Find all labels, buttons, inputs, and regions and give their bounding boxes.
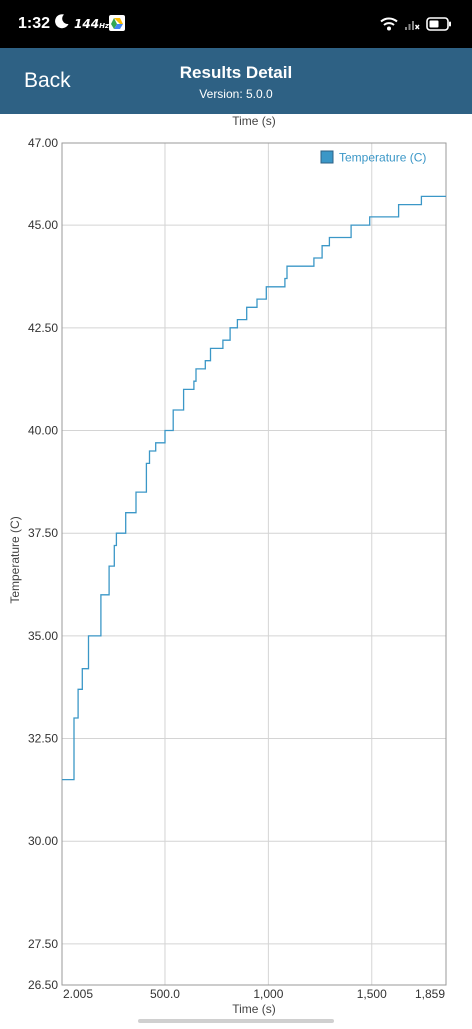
y-tick-label: 30.00 [28, 834, 58, 848]
y-tick-label: 40.00 [28, 424, 58, 438]
x-tick-labels: 2.005 500.0 1,000 1,500 1,859 [63, 987, 445, 1001]
y-tick-label: 37.50 [28, 526, 58, 540]
x-axis-title-top: Time (s) [232, 114, 276, 128]
temperature-chart[interactable]: 47.00 45.00 42.50 40.00 37.50 35.00 32.50 30.00… [0, 114, 472, 1024]
legend-swatch [320, 150, 334, 164]
home-indicator[interactable] [138, 1019, 334, 1023]
back-button[interactable]: Back [24, 69, 71, 92]
refresh-rate-unit: Hz [99, 22, 109, 30]
wifi-icon [380, 17, 398, 31]
x-tick-label: 2.005 [63, 987, 93, 1001]
y-tick-label: 47.00 [28, 136, 58, 150]
legend[interactable]: Temperature (C) [320, 150, 426, 165]
y-tick-label: 32.50 [28, 732, 58, 746]
x-tick-label: 1,859 [415, 987, 445, 1001]
y-tick-label: 26.50 [28, 978, 58, 992]
y-tick-label: 45.00 [28, 218, 58, 232]
x-tick-label: 1,500 [357, 987, 387, 1001]
signal-icon [405, 21, 420, 30]
x-tick-label: 1,000 [253, 987, 283, 1001]
chart-grid [62, 142, 446, 986]
series-line-temperature [62, 195, 446, 781]
battery-icon [426, 17, 451, 31]
status-icons [380, 14, 452, 34]
plot-frame [61, 142, 447, 986]
series-group [62, 195, 446, 781]
google-drive-icon [109, 15, 125, 31]
refresh-rate-value: 144 [74, 17, 100, 31]
status-bar: 1:32 144Hz [0, 0, 472, 48]
app-bar: Back Results Detail Version: 5.0.0 [0, 48, 472, 114]
y-tick-label: 27.50 [28, 937, 58, 951]
chart-container[interactable]: 47.00 45.00 42.50 40.00 37.50 35.00 32.50 30.00… [0, 114, 472, 1024]
y-tick-label: 35.00 [28, 629, 58, 643]
x-axis-title: Time (s) [232, 1002, 276, 1016]
y-tick-labels: 47.00 45.00 42.50 40.00 37.50 35.00 32.50 30.00… [28, 136, 58, 992]
status-time: 1:32 [18, 15, 51, 32]
moon-icon [55, 14, 69, 29]
y-axis-title: Temperature (C) [8, 516, 22, 603]
version-label: Version: 5.0.0 [199, 87, 273, 101]
legend-label: Temperature (C) [339, 151, 426, 165]
refresh-rate: 144Hz [74, 17, 109, 31]
x-tick-label: 500.0 [150, 987, 180, 1001]
y-tick-label: 42.50 [28, 321, 58, 335]
page-title: Results Detail [179, 63, 293, 82]
